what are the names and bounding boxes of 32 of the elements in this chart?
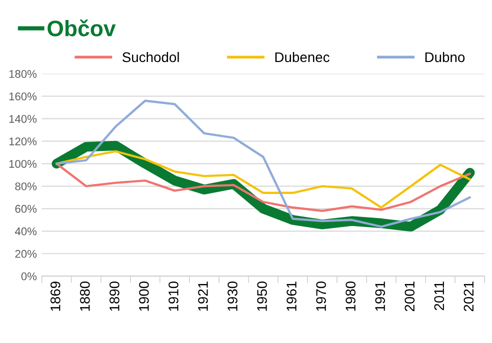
x-tick-label: 1980 [346,282,356,311]
y-tick-label: 180% [9,70,37,78]
x-tick-label: 2011 [434,282,444,310]
y-tick-label: 100% [9,160,37,168]
y-tick-label: 20% [15,250,37,258]
x-tick-label: 2001 [404,282,415,312]
x-tick-label: 1869 [50,282,60,311]
x-tick-label: 1890 [110,282,120,311]
line-series [55,100,471,228]
y-tick-label: 80% [15,182,37,190]
line-series [55,162,471,212]
x-tick-label: 1991 [375,282,386,311]
x-tick-label: 1880 [80,282,90,311]
x-tick-label: 1930 [228,282,238,311]
x-tick-label: 1950 [257,282,267,311]
y-tick-label: 0% [21,272,37,280]
line-series [55,150,471,209]
x-tick-label: 1900 [139,282,149,311]
y-tick-label: 160% [9,92,37,100]
y-tick-label: 60% [15,204,37,213]
legend-label: Dubno [425,52,465,62]
x-tick-label: 1961 [286,282,296,311]
legend-label: Suchodol [122,52,179,62]
x-tick-label: 1910 [168,282,178,311]
x-tick-label: 1970 [316,282,326,311]
y-tick-label: 140% [9,114,37,123]
x-tick-label: 2021 [464,282,474,312]
y-tick-label: 40% [14,227,37,236]
legend-label: Dubenec [275,52,330,62]
x-tick-label: 1921 [198,282,208,311]
legend-label: Občov [48,20,116,36]
y-tick-label: 120% [9,137,37,146]
